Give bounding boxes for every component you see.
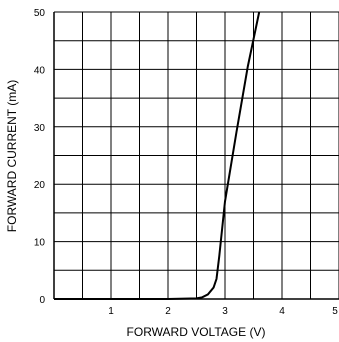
x-tick-label: 2 — [165, 306, 171, 317]
y-axis-label: FORWARD CURRENT (mA) — [5, 80, 19, 232]
y-tick-label: 20 — [34, 180, 46, 191]
x-axis-label: FORWARD VOLTAGE (V) — [127, 325, 266, 339]
y-tick-label: 40 — [34, 65, 46, 76]
series-line — [54, 11, 261, 300]
x-tick-label: 3 — [222, 306, 228, 317]
grid — [53, 11, 339, 300]
x-tick-label: 1 — [108, 306, 114, 317]
x-tick-label: 5 — [332, 306, 338, 317]
y-tick-label: 10 — [34, 238, 46, 249]
y-tick-label: 30 — [34, 123, 46, 134]
y-tick-label: 0 — [39, 295, 45, 306]
y-tick-label: 50 — [34, 8, 46, 19]
x-tick-label: 4 — [279, 306, 285, 317]
